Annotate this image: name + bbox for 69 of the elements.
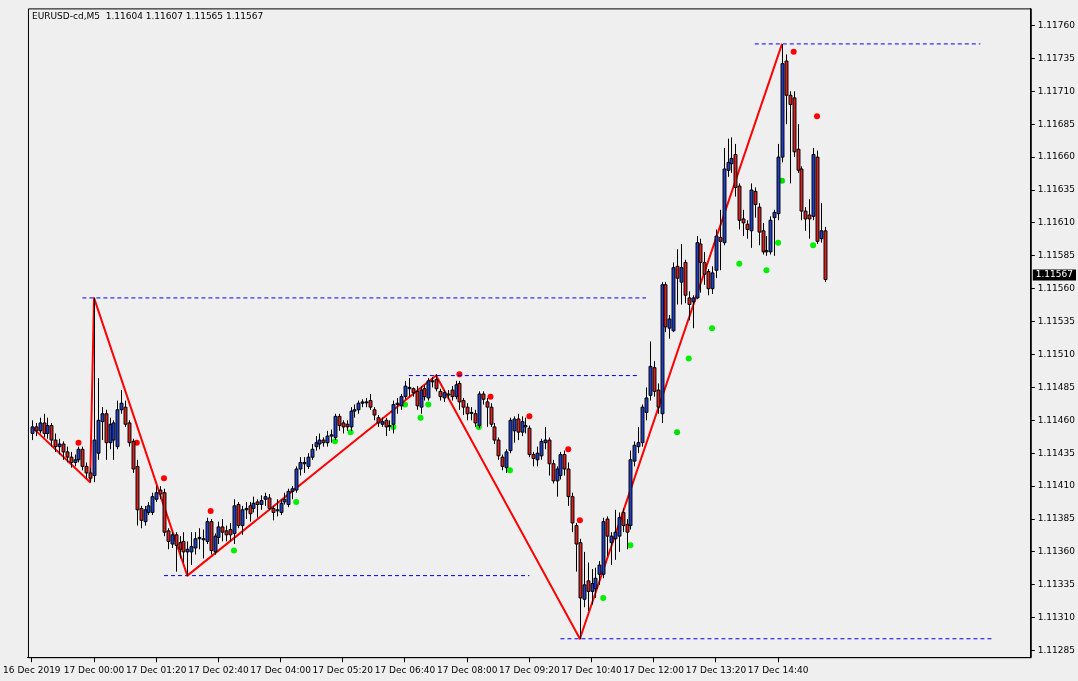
point — [293, 498, 300, 505]
point — [627, 542, 634, 549]
y-tick-label: 1.11460 — [1037, 414, 1076, 425]
y-tick-label: 1.11385 — [1037, 513, 1075, 524]
x-tick-label: 17 Dec 01:20 — [125, 664, 187, 675]
point — [75, 439, 82, 446]
point — [674, 429, 681, 436]
candlestick — [457, 380, 462, 411]
candlestick — [49, 422, 54, 448]
candlestick — [516, 413, 521, 441]
x-tick-label: 17 Dec 10:40 — [561, 664, 623, 675]
point — [207, 508, 214, 515]
point — [161, 475, 167, 482]
point — [347, 429, 354, 436]
x-tick-label: 17 Dec 09:20 — [499, 664, 560, 675]
chart-title: EURUSD-cd,M5 1.11604 1.11607 1.11565 1.11567 — [31, 11, 264, 22]
point — [600, 594, 607, 601]
y-tick-label: 1.11310 — [1037, 612, 1076, 623]
y-tick-label: 1.11285 — [1037, 644, 1075, 655]
x-tick-label: 17 Dec 00:00 — [63, 664, 125, 675]
y-tick-label: 1.11735 — [1037, 52, 1075, 63]
point — [230, 547, 237, 554]
candlestick — [45, 417, 50, 440]
point — [576, 517, 583, 524]
x-tick-label: 17 Dec 05:20 — [312, 664, 374, 675]
point — [709, 325, 716, 332]
point — [763, 267, 770, 274]
point — [417, 414, 424, 421]
x-tick-label: 17 Dec 06:40 — [374, 664, 436, 675]
x-tick-label: 16 Dec 2019 — [3, 664, 61, 675]
y-tick-label: 1.11660 — [1037, 151, 1076, 162]
point — [332, 438, 339, 445]
text: 1.11567 — [1035, 269, 1073, 280]
point — [506, 467, 513, 474]
point — [425, 401, 432, 408]
candlestick — [240, 505, 245, 536]
y-tick-label: 1.11685 — [1037, 118, 1075, 129]
x-tick-label: 17 Dec 14:40 — [747, 664, 809, 675]
y-tick-label: 1.11510 — [1037, 348, 1076, 359]
y-tick-label: 1.11635 — [1037, 184, 1075, 195]
y-tick-label: 1.11610 — [1037, 217, 1076, 228]
x-tick-label: 17 Dec 13:20 — [685, 664, 747, 675]
x-tick-label: 17 Dec 08:00 — [436, 664, 498, 675]
candlestick — [185, 540, 190, 577]
point — [565, 446, 572, 453]
y-tick-label: 1.11335 — [1037, 579, 1075, 590]
x-tick-label: 17 Dec 04:00 — [250, 664, 312, 675]
candlestick — [590, 568, 595, 606]
point — [736, 260, 743, 267]
y-tick-label: 1.11560 — [1037, 283, 1076, 294]
point — [685, 355, 692, 362]
y-tick-label: 1.11485 — [1037, 381, 1075, 392]
point — [810, 242, 817, 249]
candlestick — [613, 509, 618, 561]
y-tick-label: 1.11585 — [1037, 250, 1075, 261]
candlestick — [143, 505, 148, 527]
point — [487, 393, 494, 400]
point — [775, 239, 782, 246]
point — [790, 48, 797, 55]
y-tick-label: 1.11760 — [1037, 19, 1076, 30]
y-tick-label: 1.11535 — [1037, 315, 1075, 326]
x-tick-label: 17 Dec 12:00 — [623, 664, 685, 675]
point — [814, 113, 820, 120]
x-tick-label: 17 Dec 02:40 — [188, 664, 249, 675]
point — [526, 413, 533, 420]
y-tick-label: 1.11360 — [1037, 546, 1076, 557]
y-tick-label: 1.11410 — [1037, 480, 1076, 491]
y-tick-label: 1.11435 — [1037, 447, 1075, 458]
y-tick-label: 1.11710 — [1037, 85, 1076, 96]
